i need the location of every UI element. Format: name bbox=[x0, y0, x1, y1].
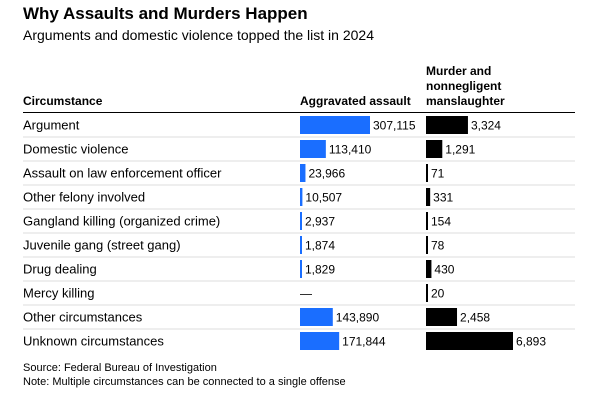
murder-bar bbox=[426, 164, 428, 182]
chart-subtitle: Arguments and domestic violence topped t… bbox=[23, 27, 374, 43]
murder-bar bbox=[426, 308, 458, 326]
assault-value-label: 1,829 bbox=[305, 263, 335, 277]
assault-bar bbox=[300, 236, 302, 254]
assault-value-label: 171,844 bbox=[342, 335, 386, 349]
murder-bar bbox=[426, 140, 443, 158]
assault-bar bbox=[300, 164, 306, 182]
murder-value-label: 331 bbox=[433, 191, 453, 205]
assault-value-label: 113,410 bbox=[329, 143, 372, 157]
assault-value-label: 10,507 bbox=[305, 191, 342, 205]
footnote: Note: Multiple circumstances can be conn… bbox=[23, 376, 346, 388]
assault-bar bbox=[300, 260, 302, 278]
row-label: Other felony involved bbox=[23, 190, 145, 205]
assault-value-label: 2,937 bbox=[305, 215, 335, 229]
murder-value-label: 430 bbox=[434, 263, 454, 277]
assault-bar bbox=[300, 212, 302, 230]
column-header-circumstance: Circumstance bbox=[23, 94, 103, 108]
row-label: Domestic violence bbox=[23, 142, 129, 157]
row-label: Assault on law enforcement officer bbox=[23, 166, 222, 181]
chart-title: Why Assaults and Murders Happen bbox=[23, 4, 308, 23]
column-header-aggravated-assault: Aggravated assault bbox=[300, 94, 411, 108]
murder-value-label: 78 bbox=[431, 239, 445, 253]
source-note: Source: Federal Bureau of Investigation bbox=[23, 362, 217, 374]
column-header-murder-line-2: nonnegligent bbox=[426, 79, 502, 93]
assault-value-label: 143,890 bbox=[336, 311, 380, 325]
column-header-murder-line-1: Murder and bbox=[426, 64, 492, 78]
assault-value-label: 307,115 bbox=[373, 119, 416, 133]
murder-bar bbox=[426, 332, 513, 350]
row-label: Gangland killing (organized crime) bbox=[23, 214, 220, 229]
murder-bar bbox=[426, 284, 428, 302]
murder-bar bbox=[426, 236, 428, 254]
murder-value-label: 20 bbox=[431, 287, 445, 301]
murder-value-label: 154 bbox=[431, 215, 451, 229]
assault-bar bbox=[300, 332, 340, 350]
murder-bar bbox=[426, 188, 431, 206]
row-label: Other circumstances bbox=[23, 310, 143, 325]
murder-bar bbox=[426, 116, 468, 134]
assault-value-label: 23,966 bbox=[308, 167, 345, 181]
assault-bar bbox=[300, 308, 333, 326]
murder-bar bbox=[426, 212, 428, 230]
header-rule bbox=[23, 112, 575, 113]
murder-bar bbox=[426, 260, 432, 278]
murder-value-label: 71 bbox=[431, 167, 445, 181]
column-header-murder-line-3: manslaughter bbox=[426, 94, 505, 108]
murder-value-label: 1,291 bbox=[445, 143, 475, 157]
column-header-murder: Murder and nonnegligent manslaughter bbox=[426, 64, 505, 109]
assault-bar bbox=[300, 188, 303, 206]
murder-value-label: 3,324 bbox=[471, 119, 501, 133]
murder-value-label: 2,458 bbox=[460, 311, 490, 325]
assault-value-label: 1,874 bbox=[305, 239, 335, 253]
row-label: Mercy killing bbox=[23, 286, 95, 301]
assault-value-label: — bbox=[300, 287, 312, 301]
assault-bar bbox=[300, 140, 326, 158]
row-label: Drug dealing bbox=[23, 262, 97, 277]
murder-value-label: 6,893 bbox=[516, 335, 546, 349]
row-label: Unknown circumstances bbox=[23, 334, 164, 349]
row-label: Argument bbox=[23, 118, 80, 133]
assault-bar bbox=[300, 116, 370, 134]
row-label: Juvenile gang (street gang) bbox=[23, 238, 181, 253]
